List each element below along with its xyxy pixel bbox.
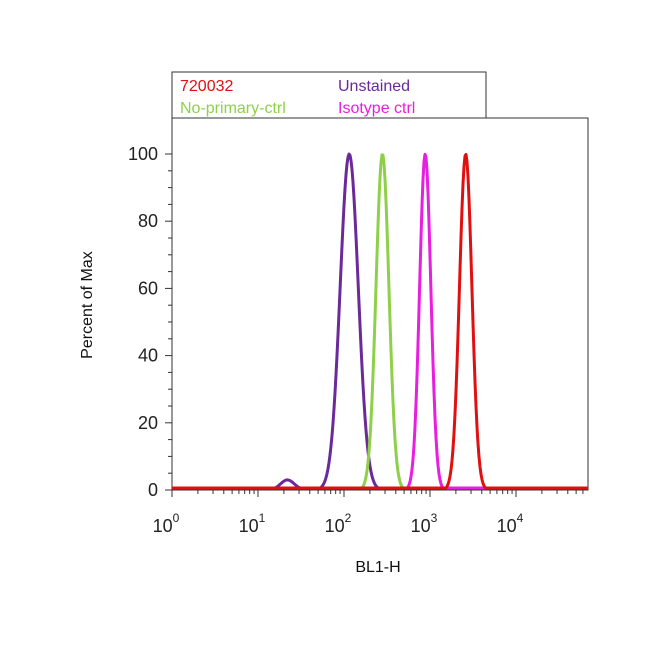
x-tick-label: 103 <box>411 511 438 536</box>
y-tick-label: 60 <box>138 278 158 298</box>
x-tick-label: 104 <box>497 511 524 536</box>
x-tick-label: 102 <box>325 511 352 536</box>
y-tick-label: 0 <box>148 480 158 500</box>
y-tick-label: 100 <box>128 144 158 164</box>
legend-entry-isotype-ctrl: Isotype ctrl <box>338 100 415 117</box>
legend-entry-unstained: Unstained <box>338 78 410 95</box>
y-axis-title: Percent of Max <box>79 251 96 359</box>
series-layer <box>171 152 589 490</box>
legend-entry-no-primary-ctrl: No-primary-ctrl <box>180 100 286 117</box>
x-tick-label: 101 <box>239 511 266 536</box>
x-tick-label: 100 <box>153 511 180 536</box>
y-tick-label: 20 <box>138 413 158 433</box>
legend-box <box>171 71 487 119</box>
y-tick-label: 80 <box>138 211 158 231</box>
legend-entry-720032: 720032 <box>180 78 233 95</box>
legend: 720032 Unstained No-primary-ctrl Isotype ct… <box>171 71 487 119</box>
x-axis-title: BL1-H <box>355 559 400 576</box>
series-line-720032 <box>171 152 589 490</box>
axis-ticks: 0 20 40 60 80 100 100 101 102 103 104 <box>128 144 584 536</box>
y-tick-label: 40 <box>138 346 158 366</box>
